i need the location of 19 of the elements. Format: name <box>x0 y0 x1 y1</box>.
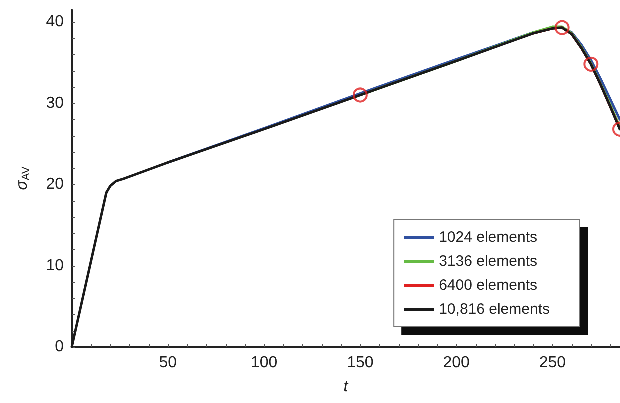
point <box>352 88 368 103</box>
legend-label: 1024 elements <box>439 229 538 246</box>
y-tick-label: 30 <box>46 94 64 112</box>
x-tick-label: 200 <box>443 354 470 372</box>
legend-label: 3136 elements <box>439 253 538 270</box>
y-tick-label: 40 <box>46 14 64 31</box>
x-tick-label: 150 <box>347 354 374 372</box>
y-axis-title: σAV <box>14 166 32 190</box>
y-tick-label: 0 <box>55 338 64 356</box>
point <box>554 20 570 36</box>
x-tick-label: 100 <box>250 354 278 372</box>
x-axis-title: t <box>344 378 349 396</box>
legend-label: 10,816 elements <box>439 301 550 318</box>
point <box>584 56 599 72</box>
y-tick-label: 20 <box>46 176 64 194</box>
legend-label: 6400 elements <box>439 277 538 294</box>
y-tick-label: 10 <box>46 257 64 274</box>
x-tick-label: 250 <box>539 354 566 372</box>
x-tick-label: 50 <box>159 354 178 372</box>
